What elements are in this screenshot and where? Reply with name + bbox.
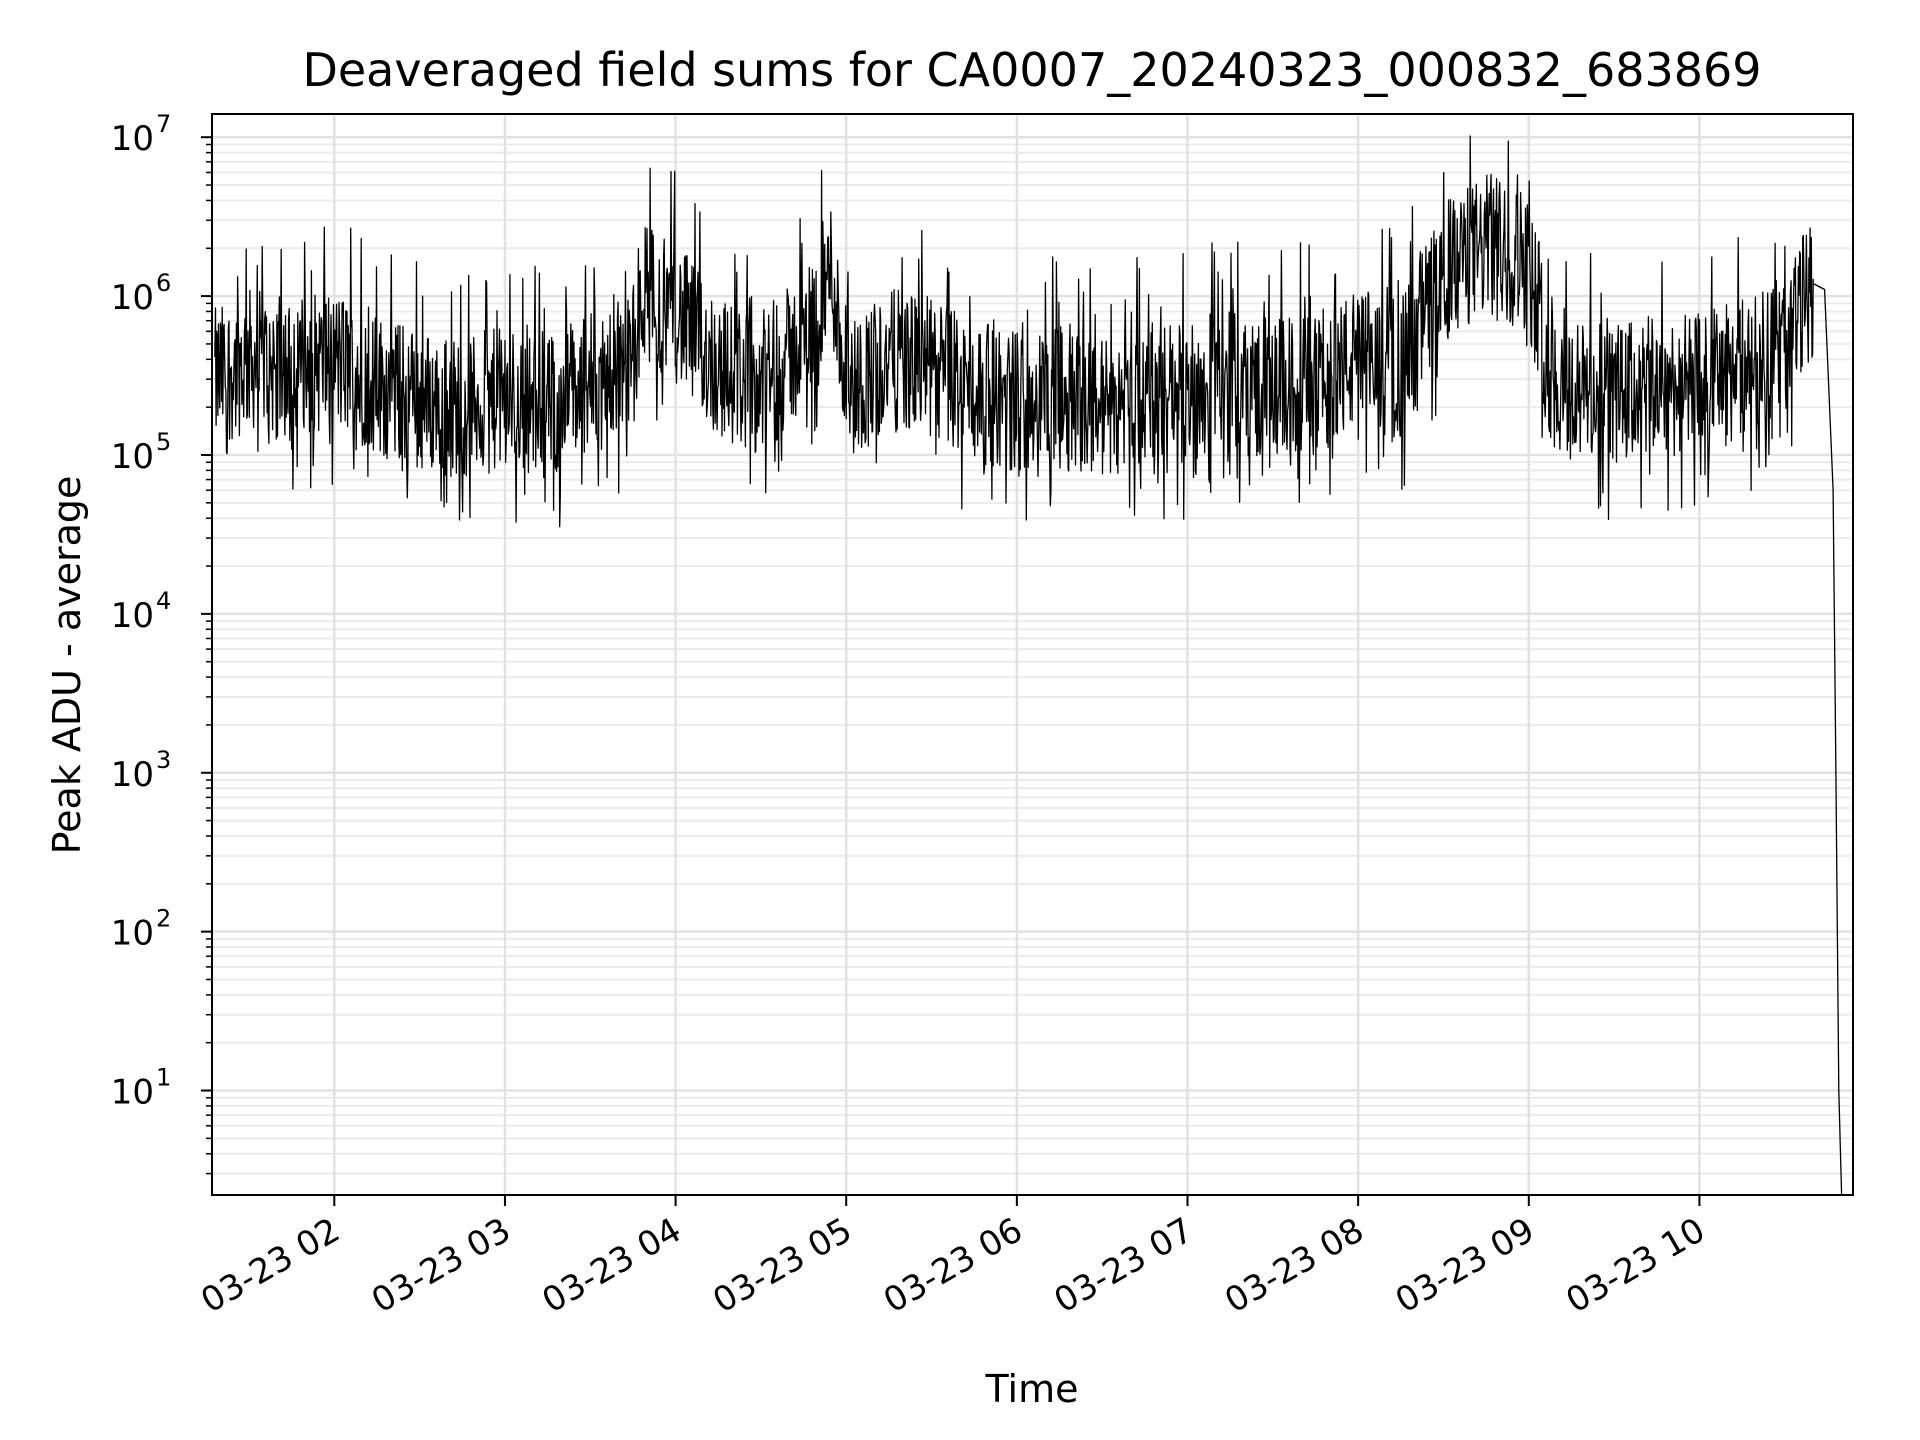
- y-tick-label: 10: [111, 914, 154, 954]
- y-tick-label-exponent: 1: [156, 1064, 171, 1092]
- x-axis-label: Time: [985, 1367, 1079, 1411]
- y-tick-label: 10: [111, 437, 154, 477]
- y-tick-label-exponent: 2: [156, 905, 171, 933]
- y-tick-label-exponent: 6: [156, 269, 171, 297]
- y-tick-label-exponent: 7: [156, 110, 171, 138]
- y-tick-label-exponent: 4: [156, 587, 171, 615]
- chart-title: Deaveraged field sums for CA0007_2024032…: [302, 43, 1761, 97]
- y-tick-label: 10: [111, 596, 154, 636]
- y-tick-label: 10: [111, 755, 154, 795]
- axes-frame: [211, 113, 1854, 1196]
- plot-area: [214, 135, 1843, 1196]
- series-line: [214, 135, 1843, 1196]
- y-axis-label: Peak ADU - average: [45, 476, 89, 855]
- y-tick-label: 10: [111, 119, 154, 159]
- y-tick-label: 10: [111, 278, 154, 318]
- y-tick-label-exponent: 3: [156, 746, 171, 774]
- y-tick-label-exponent: 5: [156, 428, 171, 456]
- y-tick-label: 10: [111, 1073, 154, 1113]
